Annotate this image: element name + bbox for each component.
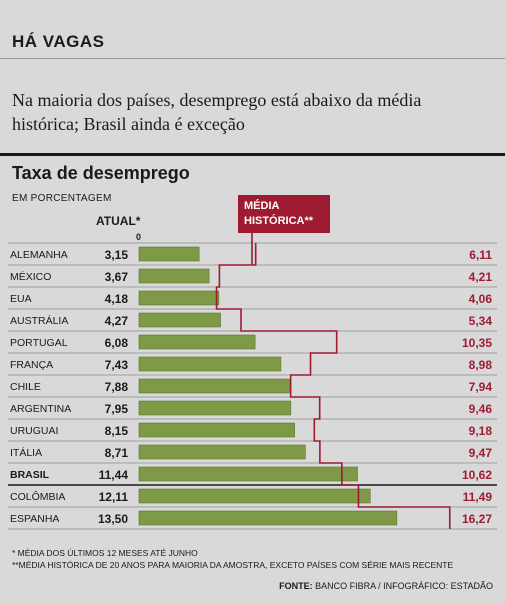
actual-value-label: 11,44 — [99, 468, 129, 482]
actual-bar — [138, 422, 295, 438]
historic-value-label: 7,94 — [469, 380, 493, 394]
zero-tick-label: 0 — [136, 232, 141, 242]
actual-value-label: 7,95 — [105, 402, 129, 416]
section-divider — [0, 153, 505, 156]
chart-title: Taxa de desemprego — [12, 163, 190, 183]
actual-value-label: 4,27 — [105, 314, 129, 328]
actual-value-label: 13,50 — [98, 512, 128, 526]
historic-value-label: 9,18 — [469, 424, 493, 438]
country-label: AUSTRÁLIA — [10, 314, 68, 327]
country-label: EUA — [10, 293, 32, 305]
actual-value-label: 4,18 — [105, 292, 129, 306]
historic-value-label: 11,49 — [463, 490, 493, 504]
country-label: URUGUAI — [10, 425, 58, 437]
actual-value-label: 3,67 — [105, 270, 129, 284]
actual-value-label: 12,11 — [99, 490, 129, 504]
historic-value-label: 4,06 — [469, 292, 493, 306]
historic-value-label: 16,27 — [462, 512, 492, 526]
actual-bar — [138, 356, 282, 372]
country-label: PORTUGAL — [10, 337, 68, 349]
country-label: MÉXICO — [10, 270, 51, 283]
historic-value-label: 5,34 — [469, 314, 493, 328]
footnote-2: **MÉDIA HISTÓRICA DE 20 ANOS PARA MAIORI… — [12, 560, 454, 570]
footnote-1: * MÉDIA DOS ÚLTIMOS 12 MESES ATÉ JUNHO — [12, 548, 198, 558]
actual-value-label: 8,15 — [105, 424, 129, 438]
historic-value-label: 4,21 — [469, 270, 493, 284]
actual-value-label: 7,88 — [105, 380, 129, 394]
actual-value-label: 3,15 — [105, 248, 129, 262]
country-label: COLÔMBIA — [10, 490, 65, 503]
country-label: ALEMANHA — [10, 249, 68, 261]
actual-bar — [138, 334, 256, 350]
actual-bar — [138, 510, 398, 526]
historic-value-label: 9,47 — [469, 446, 493, 460]
kicker-divider — [0, 58, 505, 59]
actual-bar — [138, 444, 306, 460]
historic-value-label: 8,98 — [469, 358, 493, 372]
actual-value-label: 8,71 — [105, 446, 129, 460]
actual-value-label: 6,08 — [105, 336, 129, 350]
actual-value-label: 7,43 — [105, 358, 129, 372]
country-label: CHILE — [10, 381, 41, 393]
actual-bar — [138, 466, 358, 482]
country-label: ARGENTINA — [10, 403, 71, 415]
lead-text: Na maioria dos países, desemprego está a… — [12, 90, 422, 134]
historic-value-label: 6,11 — [469, 248, 492, 262]
actual-bar — [138, 488, 371, 504]
footnotes: * MÉDIA DOS ÚLTIMOS 12 MESES ATÉ JUNHO *… — [12, 547, 502, 571]
source-label: FONTE: — [279, 581, 313, 591]
actual-bar — [138, 400, 292, 416]
historic-step-line — [215, 233, 451, 529]
country-label: ITÁLIA — [10, 446, 42, 459]
actual-bar — [138, 378, 290, 394]
historic-value-label: 10,62 — [462, 468, 492, 482]
historic-value-label: 10,35 — [462, 336, 492, 350]
actual-bar — [138, 312, 221, 328]
chart-subtitle: EM PORCENTAGEM — [12, 193, 112, 204]
country-label: FRANÇA — [10, 359, 53, 371]
source-credit: FONTE: BANCO FIBRA / INFOGRÁFICO: ESTADÃ… — [279, 581, 493, 591]
country-label: BRASIL — [10, 469, 50, 481]
actual-bar — [138, 268, 210, 284]
country-label: ESPANHA — [10, 513, 59, 525]
actual-column-header: ATUAL* — [96, 214, 141, 228]
source-text: BANCO FIBRA / INFOGRÁFICO: ESTADÃO — [315, 581, 493, 591]
actual-bar — [138, 246, 200, 262]
historic-legend-box: MÉDIA HISTÓRICA** — [238, 195, 330, 233]
kicker: HÁ VAGAS — [12, 32, 105, 51]
actual-bar — [138, 290, 220, 306]
historic-value-label: 9,46 — [469, 402, 493, 416]
